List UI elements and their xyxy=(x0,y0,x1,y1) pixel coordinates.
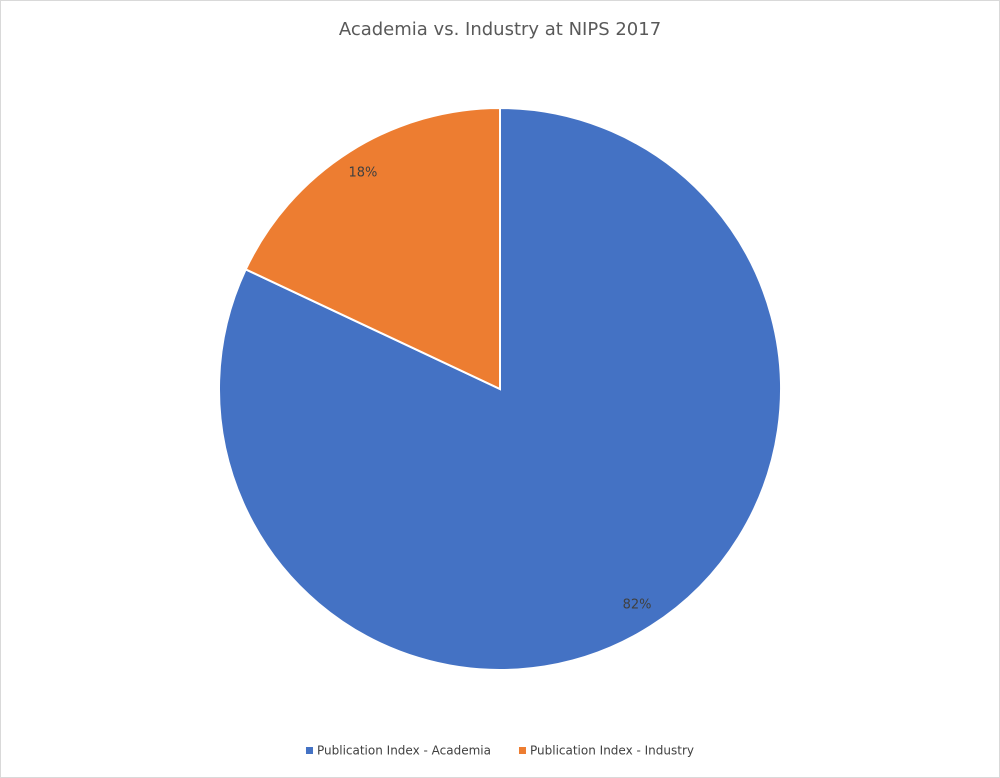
data-label: 18% xyxy=(349,166,378,181)
legend-marker xyxy=(305,747,313,754)
legend-marker xyxy=(518,747,526,754)
data-label: 82% xyxy=(623,597,652,612)
chart-title: Academia vs. Industry at NIPS 2017 xyxy=(339,19,661,40)
pie-slice xyxy=(218,106,782,671)
pie-slice xyxy=(244,106,501,391)
legend-label: Publication Index - Academia xyxy=(317,744,491,758)
legend-label: Publication Index - Industry xyxy=(530,744,694,758)
